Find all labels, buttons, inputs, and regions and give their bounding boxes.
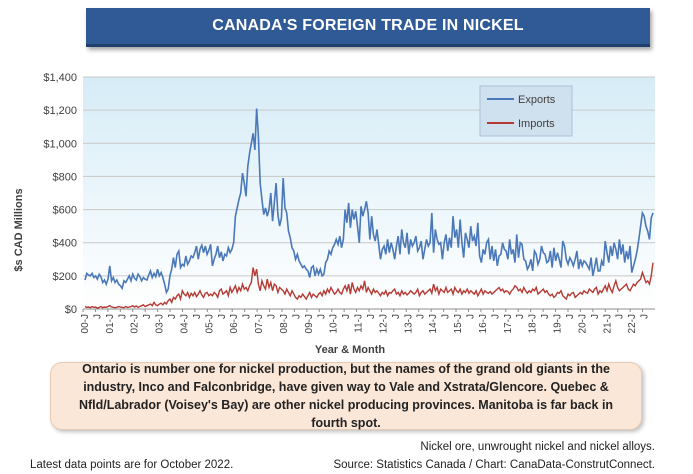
x-tick-label: J: [615, 314, 626, 319]
x-tick-label: J: [267, 314, 278, 319]
legend-label-imports: Imports: [518, 118, 555, 130]
x-tick-label: 00-J: [80, 314, 91, 333]
y-tick-label: $800: [53, 171, 77, 183]
y-tick-label: $200: [53, 271, 77, 283]
legend: Exports Imports: [479, 85, 573, 137]
y-tick-label: $0: [65, 304, 77, 316]
x-tick-label: J: [640, 314, 651, 319]
x-tick-label: 22-J: [627, 314, 638, 333]
x-tick-label: 07-J: [254, 314, 265, 333]
x-tick-label: J: [590, 314, 601, 319]
x-tick-label: J: [142, 314, 153, 319]
y-tick-label: $1,400: [43, 72, 77, 84]
x-tick-label: J: [341, 314, 352, 319]
x-tick-label: 09-J: [304, 314, 315, 333]
y-tick-label: $600: [53, 205, 77, 217]
x-tick-label: 19-J: [553, 314, 564, 333]
x-tick-label: J: [391, 314, 402, 319]
x-tick-label: J: [192, 314, 203, 319]
x-tick-label: J: [490, 314, 501, 319]
x-tick-label: 03-J: [155, 314, 166, 333]
note-text: Ontario is number one for nickel product…: [78, 362, 614, 430]
note-callout: Ontario is number one for nickel product…: [50, 362, 642, 430]
y-tick-label: $400: [53, 238, 77, 250]
x-tick-label: 14-J: [428, 314, 439, 333]
x-tick-label: J: [416, 314, 427, 319]
latest-data-note: Latest data points are for October 2022.: [30, 459, 234, 471]
x-tick-label: 05-J: [204, 314, 215, 333]
x-tick-label: 04-J: [179, 314, 190, 333]
y-tick-label: $1,200: [43, 105, 77, 117]
y-tick-label: $1,000: [43, 138, 77, 150]
x-tick-label: J: [242, 314, 253, 319]
x-tick-label: J: [92, 314, 103, 319]
x-tick-label: J: [441, 314, 452, 319]
x-tick-label: 11-J: [354, 314, 365, 333]
chart-title: CANADA'S FOREIGN TRADE IN NICKEL: [86, 8, 650, 47]
x-tick-label: J: [540, 314, 551, 319]
x-tick-label: J: [465, 314, 476, 319]
x-tick-label: J: [565, 314, 576, 319]
x-tick-label: J: [217, 314, 228, 319]
x-tick-label: 15-J: [453, 314, 464, 333]
x-tick-label: 20-J: [577, 314, 588, 333]
x-tick-label: 13-J: [403, 314, 414, 333]
x-tick-label: J: [515, 314, 526, 319]
x-tick-label: 21-J: [602, 314, 613, 333]
x-tick-label: 08-J: [279, 314, 290, 333]
x-tick-label: J: [117, 314, 128, 319]
x-axis-label: Year & Month: [315, 344, 386, 356]
y-axis-label: $s CAD Millions: [13, 188, 25, 271]
source-credit: Source: Statistics Canada / Chart: CanaD…: [333, 459, 655, 471]
x-tick-label: 18-J: [528, 314, 539, 333]
x-tick-label: 16-J: [478, 314, 489, 333]
x-tick-label: 02-J: [130, 314, 141, 333]
x-tick-label: 06-J: [229, 314, 240, 333]
exports-series-line: [84, 108, 654, 295]
x-tick-label: 10-J: [329, 314, 340, 333]
x-tick-label: 12-J: [378, 314, 389, 333]
x-tick-label: J: [167, 314, 178, 319]
line-chart: $0 $200 $400 $600 $800 $1,000 $1,200 $1,400 00-…: [13, 72, 655, 356]
data-description: Nickel ore, unwrought nickel and nickel …: [420, 441, 655, 453]
x-tick-label: J: [316, 314, 327, 319]
x-tick-label: 17-J: [503, 314, 514, 333]
x-tick-label: J: [291, 314, 302, 319]
imports-series-line: [84, 262, 654, 309]
legend-label-exports: Exports: [518, 94, 556, 106]
x-tick-label: J: [366, 314, 377, 319]
x-tick-label: 01-J: [105, 314, 116, 333]
